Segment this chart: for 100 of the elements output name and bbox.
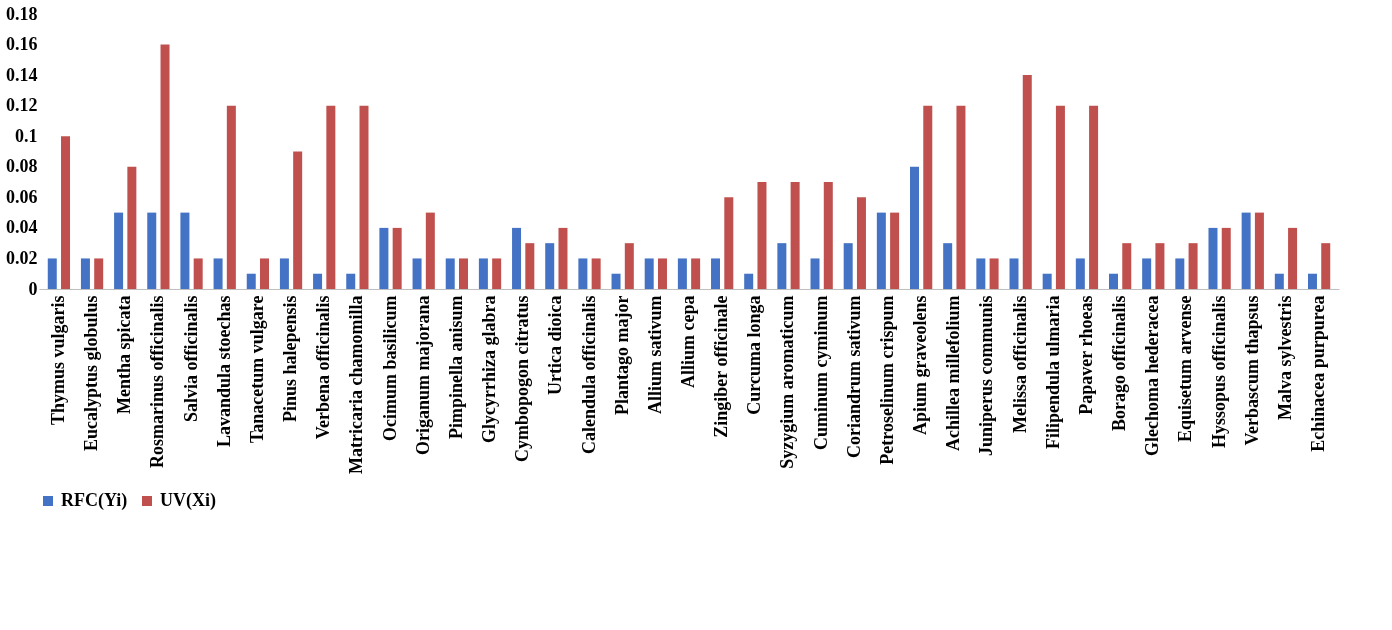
- bar: [1241, 212, 1251, 289]
- y-tick-label: 0.06: [6, 186, 38, 207]
- bar: [213, 258, 223, 289]
- bar: [80, 258, 90, 289]
- x-tick-label: Urtica dioica: [545, 295, 566, 395]
- x-tick-label: Juniperus communis: [976, 295, 997, 457]
- x-tick-label: Pimpinella anisum: [445, 295, 466, 440]
- bar: [127, 166, 137, 289]
- legend-label: RFC(Yi): [61, 490, 128, 511]
- bar: [525, 243, 535, 289]
- bar: [1022, 75, 1032, 289]
- bar: [757, 182, 767, 289]
- bar: [1122, 243, 1132, 289]
- x-tick-label: Glechoma hederacea: [1142, 295, 1163, 456]
- bar: [989, 258, 999, 289]
- bar: [512, 227, 522, 289]
- x-tick-label: Rosmarinus officinalis: [147, 295, 168, 469]
- x-tick-label: Malva sylvestris: [1274, 295, 1295, 420]
- bar: [691, 258, 701, 289]
- bar: [558, 227, 568, 289]
- x-tick-label: Origanum majorana: [412, 295, 433, 455]
- x-tick-label: Curcuma longa: [744, 295, 765, 415]
- bar: [1089, 105, 1099, 289]
- legend-label: UV(Xi): [160, 490, 216, 511]
- y-tick-label: 0.18: [6, 3, 38, 24]
- bar: [777, 243, 787, 289]
- bar: [545, 243, 555, 289]
- bar: [478, 258, 488, 289]
- bar: [956, 105, 966, 289]
- x-tick-label: Mentha spicata: [114, 295, 135, 414]
- bar: [890, 212, 900, 289]
- bar: [1009, 258, 1019, 289]
- x-tick-label: Salvia officinalis: [180, 295, 201, 423]
- bar: [1274, 273, 1284, 289]
- bar: [591, 258, 601, 289]
- bar: [644, 258, 654, 289]
- bar: [677, 258, 687, 289]
- bar: [412, 258, 422, 289]
- bar: [943, 243, 953, 289]
- bar: [823, 182, 833, 289]
- y-tick-label: 0.12: [6, 95, 38, 116]
- x-tick-label: Borago officinalis: [1109, 295, 1130, 431]
- y-tick-label: 0: [28, 278, 38, 299]
- x-tick-label: Allium cepa: [678, 295, 698, 388]
- bar: [790, 182, 800, 289]
- x-tick-label: Verbena officinalis: [313, 295, 334, 440]
- bar: [1075, 258, 1085, 289]
- bar: [1042, 273, 1052, 289]
- x-tick-label: Allium sativum: [644, 295, 665, 415]
- x-tick-label: Echinacea purpurea: [1308, 295, 1329, 452]
- bar: [445, 258, 455, 289]
- x-tick-label: Calendula officinalis: [578, 295, 599, 455]
- y-tick-label: 0.02: [6, 247, 38, 268]
- bar: [1142, 258, 1152, 289]
- x-tick-label: Tanacetum vulgare: [246, 295, 267, 444]
- bar: [910, 166, 920, 289]
- x-tick-label: Papaver rhoeas: [1075, 295, 1096, 415]
- bar: [226, 105, 236, 289]
- bar: [492, 258, 502, 289]
- x-tick-label: Apium graveolens: [910, 295, 931, 435]
- y-tick-label: 0.04: [6, 217, 38, 238]
- bar: [293, 151, 303, 289]
- x-tick-label: Cuminum cyminum: [810, 295, 831, 451]
- x-tick-label: Hyssopus officinalis: [1208, 295, 1229, 449]
- x-tick-label: Syzygium aromaticum: [777, 295, 798, 469]
- bar: [1321, 243, 1331, 289]
- bar: [843, 243, 853, 289]
- y-tick-label: 0.1: [15, 125, 38, 146]
- bar: [193, 258, 203, 289]
- x-tick-label: Coriandrum sativum: [843, 295, 864, 459]
- y-tick-label: 0.08: [6, 156, 38, 177]
- bar: [578, 258, 588, 289]
- bar: [711, 258, 721, 289]
- x-tick-label: Pinus halepensis: [280, 295, 301, 423]
- x-tick-label: Petroselinum crispum: [876, 295, 897, 465]
- bar: [744, 273, 754, 289]
- bar: [611, 273, 621, 289]
- bar: [94, 258, 104, 289]
- bar: [246, 273, 256, 289]
- bar: [47, 258, 57, 289]
- bar: [856, 197, 866, 289]
- y-tick-label: 0.16: [6, 34, 38, 55]
- bar: [260, 258, 270, 289]
- bar: [624, 243, 634, 289]
- bar: [147, 212, 157, 289]
- bar: [160, 44, 170, 289]
- x-tick-label: Ocimum basilicum: [379, 295, 400, 442]
- bar: [1208, 227, 1218, 289]
- bar: [923, 105, 933, 289]
- bar: [346, 273, 356, 289]
- bar: [379, 227, 389, 289]
- x-tick-label: Cymbopogon citratus: [512, 295, 533, 463]
- bar: [425, 212, 435, 289]
- x-tick-label: Equisetum arvense: [1175, 295, 1196, 443]
- bar: [114, 212, 124, 289]
- bar: [724, 197, 734, 289]
- bar: [1055, 105, 1065, 289]
- x-tick-label: Plantago major: [611, 295, 632, 415]
- x-tick-label: Lavandula stoechas: [213, 295, 234, 448]
- bar: [1175, 258, 1185, 289]
